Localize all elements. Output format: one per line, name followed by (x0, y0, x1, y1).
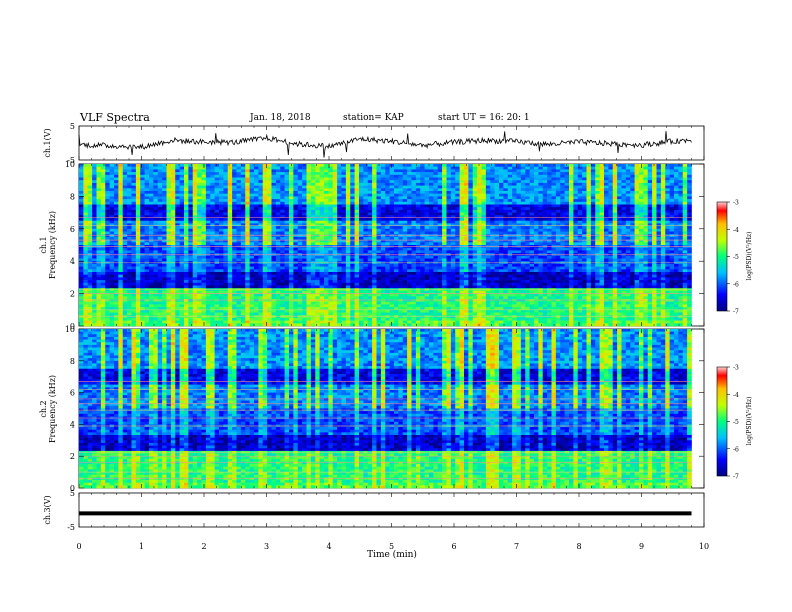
y-tick-label: 8 (70, 192, 75, 201)
x-tick-label: 10 (699, 542, 709, 551)
y-tick-label: 4 (70, 257, 75, 266)
colorbar-tick-label: -5 (733, 419, 739, 426)
y-tick-label: 4 (70, 420, 75, 429)
figure-title: VLF Spectra (80, 111, 150, 124)
y-tick-label: 5 (70, 489, 75, 498)
colorbar-tick-label: -3 (733, 365, 739, 372)
ch2-spec-ylabel-freq: Frequency (kHz) (48, 375, 57, 443)
x-tick-label: 3 (264, 542, 269, 551)
x-tick-label: 5 (389, 542, 394, 551)
ch1-waveform (78, 131, 692, 158)
colorbar-tick-label: -3 (733, 200, 739, 207)
y-tick-label: 10 (65, 325, 75, 334)
ch1-voltage-frame (78, 125, 705, 161)
colorbar-tick-label: -5 (733, 254, 739, 261)
station-label: station= KAP (343, 113, 404, 123)
x-tick-label: 4 (326, 542, 331, 551)
date-label: Jan. 18, 2018 (250, 113, 311, 123)
y-tick-label: 6 (70, 225, 75, 234)
colorbar-ticks: -3 -4 -5 -6 -7 -3 -4 -5 -6 -7 (727, 200, 739, 481)
ch2-colorbar-label: log(PSD)(V²/Hz) (746, 397, 753, 446)
ch2-colorbar (716, 366, 728, 477)
y-tick-label: 6 (70, 389, 75, 398)
y-tick-label: 0 (70, 322, 75, 331)
ch1-spec-ylabel-channel: ch.1 (39, 236, 48, 253)
x-axis-label: Time (min) (367, 549, 417, 560)
colorbar-tick-label: -6 (733, 446, 739, 453)
ch1-colorbar (716, 201, 728, 312)
ch1-colorbar-label: log(PSD)(V²/Hz) (746, 232, 753, 281)
y-tick-label: 10 (65, 160, 75, 169)
ch2-spec-ylabel-channel: ch.2 (39, 400, 48, 417)
ch1-spectrogram-heatmap (79, 164, 692, 327)
colorbar-tick-label: -6 (733, 281, 739, 288)
x-tick-label: 7 (514, 542, 519, 551)
x-tick-label: 8 (576, 542, 581, 551)
start-time-label: start UT = 16: 20: 1 (438, 113, 530, 123)
x-tick-label: 0 (76, 542, 81, 551)
x-tick-label: 9 (639, 542, 644, 551)
ch1-voltage-ylabel: ch.1(V) (43, 128, 52, 157)
ch3-voltage-frame (78, 492, 705, 528)
y-tick-label: 2 (70, 290, 75, 299)
x-tick-label: 6 (451, 542, 456, 551)
y-tick-label: 2 (70, 452, 75, 461)
ch1-spec-ylabel-freq: Frequency (kHz) (48, 211, 57, 279)
x-tick-label: 1 (139, 542, 144, 551)
y-tick-label: -5 (67, 523, 75, 532)
colorbar-tick-label: -4 (733, 227, 739, 234)
x-tick-label: 2 (201, 542, 206, 551)
colorbar-tick-label: -7 (733, 309, 739, 316)
y-tick-label: 8 (70, 357, 75, 366)
y-tick-label: 0 (70, 484, 75, 493)
ch1-waveform-line (78, 131, 692, 158)
ch3-voltage-ylabel: ch.3(V) (43, 495, 52, 524)
colorbar-tick-label: -4 (733, 392, 739, 399)
y-tick-label: -5 (67, 156, 75, 165)
y-tick-label: 5 (70, 122, 75, 131)
colorbar-tick-label: -7 (733, 474, 739, 481)
ch2-spectrogram-heatmap (79, 329, 692, 489)
